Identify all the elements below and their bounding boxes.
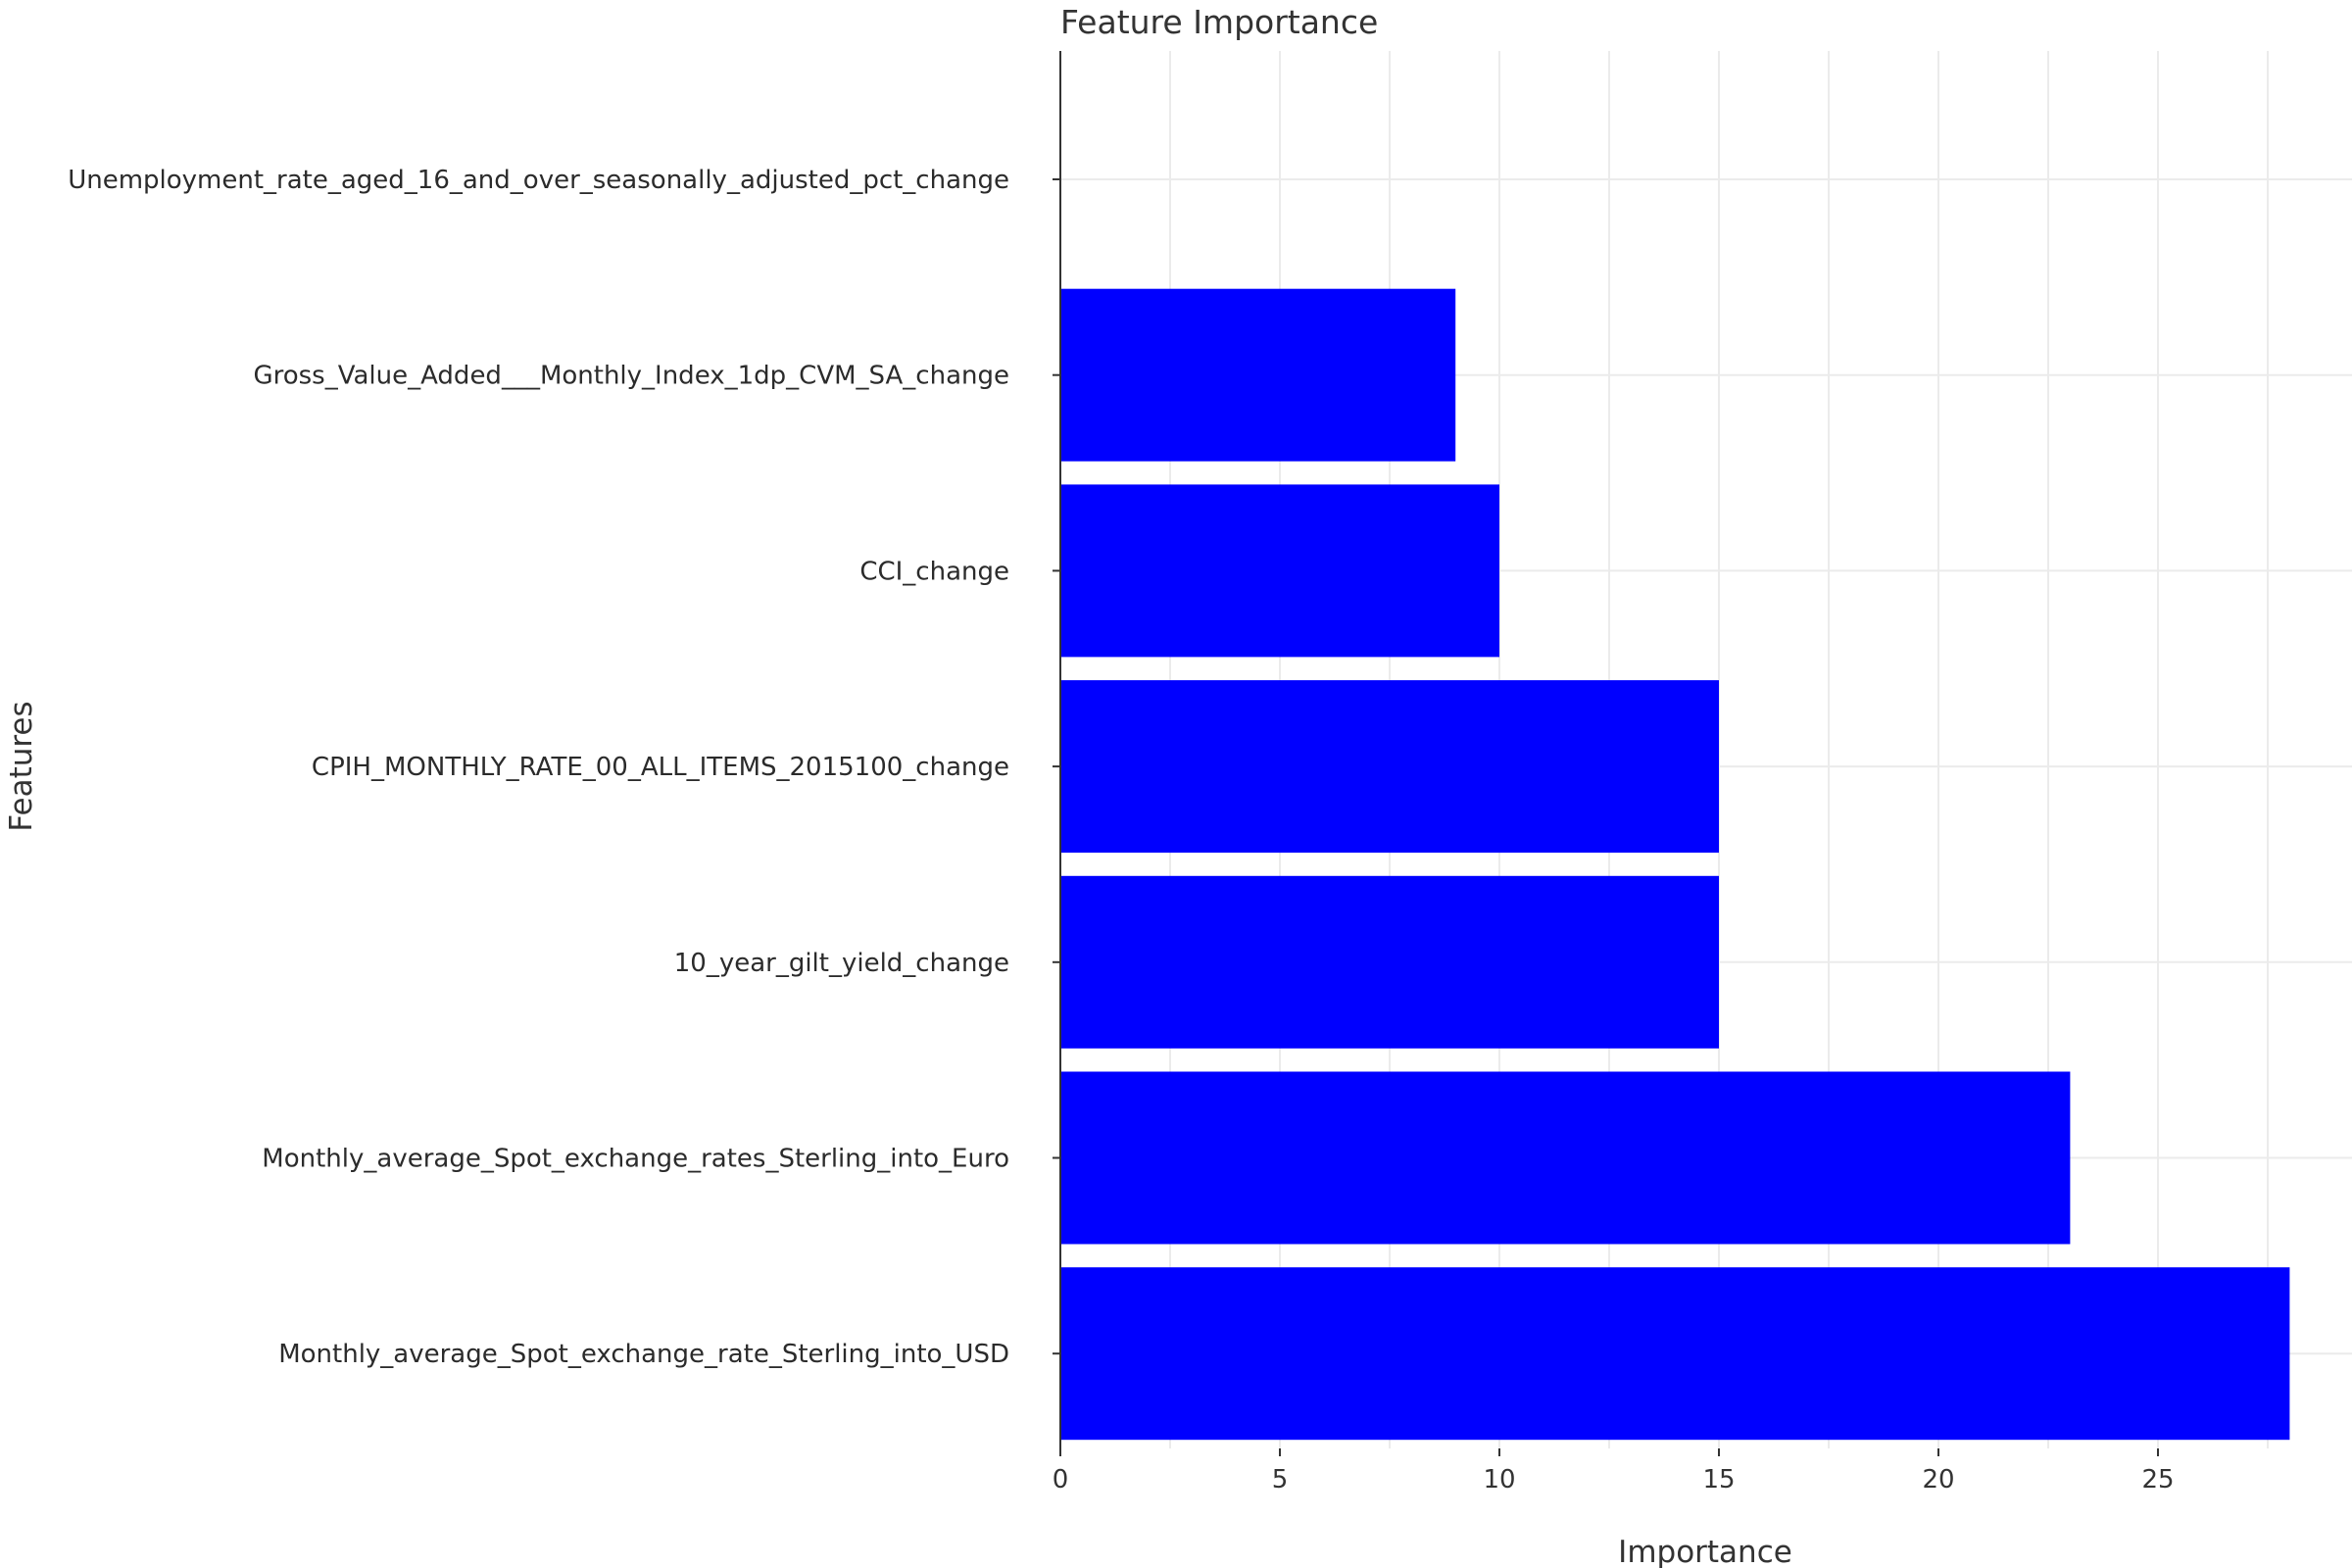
y-tick-label: Unemployment_rate_aged_16_and_over_seaso… [68,166,1009,195]
x-tick-label: 25 [2141,1465,2174,1494]
x-tick-label: 0 [1053,1465,1069,1494]
x-tick-label: 15 [1702,1465,1735,1494]
y-tick-label: CPIH_MONTHLY_RATE_00_ALL_ITEMS_2015100_c… [312,753,1009,782]
y-tick-label: Monthly_average_Spot_exchange_rate_Sterl… [278,1340,1009,1369]
bar [1060,1267,2290,1441]
x-tick-label: 10 [1483,1465,1515,1494]
y-tick-label: 10_year_gilt_yield_change [674,949,1009,978]
bar [1060,875,1719,1049]
axis-layer [1053,51,2159,1456]
bar [1060,1071,2071,1245]
bar [1060,484,1499,658]
bar-layer [1060,288,2290,1441]
chart-title: Feature Importance [1060,3,1378,41]
bar [1060,680,1719,854]
y-tick-label: CCI_change [859,557,1009,586]
x-tick-label: 5 [1272,1465,1289,1494]
label-layer: Unemployment_rate_aged_16_and_over_seaso… [68,166,2174,1494]
y-axis-title: Features [4,701,39,831]
bar [1060,288,1456,462]
y-tick-label: Monthly_average_Spot_exchange_rates_Ster… [262,1145,1009,1174]
x-tick-label: 20 [1922,1465,1954,1494]
y-tick-label: Gross_Value_Added___Monthly_Index_1dp_CV… [253,362,1009,391]
x-axis-title: Importance [1618,1535,1792,1568]
